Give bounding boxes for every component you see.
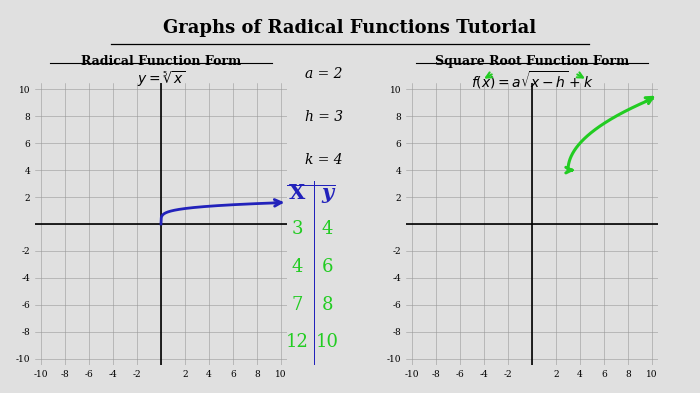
Text: Radical Function Form: Radical Function Form (81, 55, 241, 68)
Text: Square Root Function Form: Square Root Function Form (435, 55, 629, 68)
Text: 6: 6 (322, 258, 333, 276)
Text: 8: 8 (322, 296, 333, 314)
Text: $f(x) = a\sqrt{x-h}+k$: $f(x) = a\sqrt{x-h}+k$ (470, 69, 594, 91)
Text: 7: 7 (292, 296, 303, 314)
Text: h = 3: h = 3 (305, 110, 343, 124)
Text: X: X (289, 183, 306, 203)
Text: k = 4: k = 4 (305, 153, 343, 167)
Text: 4: 4 (322, 220, 333, 238)
Text: Graphs of Radical Functions Tutorial: Graphs of Radical Functions Tutorial (163, 18, 537, 37)
Text: y: y (321, 183, 334, 203)
Text: 12: 12 (286, 333, 309, 351)
Text: 4: 4 (292, 258, 303, 276)
Text: 3: 3 (292, 220, 303, 238)
Text: a = 2: a = 2 (305, 67, 343, 81)
Text: $y = \sqrt[5]{x}$: $y = \sqrt[5]{x}$ (137, 69, 185, 89)
Text: 10: 10 (316, 333, 339, 351)
